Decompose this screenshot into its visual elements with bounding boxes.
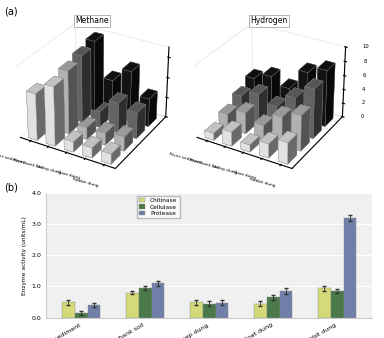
Bar (139, 288, 152, 318)
Bar (203, 304, 216, 318)
Bar (344, 218, 356, 318)
Bar (152, 283, 164, 318)
Bar (62, 302, 75, 318)
Y-axis label: Enzyme activity (units/mL): Enzyme activity (units/mL) (22, 216, 27, 295)
Bar (254, 304, 267, 318)
Bar (75, 313, 88, 318)
Bar (190, 302, 203, 318)
Bar (216, 303, 228, 318)
Bar (267, 297, 280, 318)
Legend: Chitinase, Cellulase, Protease: Chitinase, Cellulase, Protease (137, 196, 180, 218)
Text: (a): (a) (4, 7, 17, 17)
Bar (318, 288, 331, 318)
Legend: 4th enrichment, 3rd enrichment, 2nd enrichment, 1st  enrichment: 4th enrichment, 3rd enrichment, 2nd enri… (217, 55, 267, 79)
Bar (331, 291, 344, 318)
Bar (88, 305, 101, 318)
Bar (280, 291, 293, 318)
Text: (b): (b) (4, 183, 18, 193)
Bar (126, 293, 139, 318)
Title: Hydrogen: Hydrogen (250, 16, 288, 25)
Title: Methane: Methane (75, 16, 109, 25)
